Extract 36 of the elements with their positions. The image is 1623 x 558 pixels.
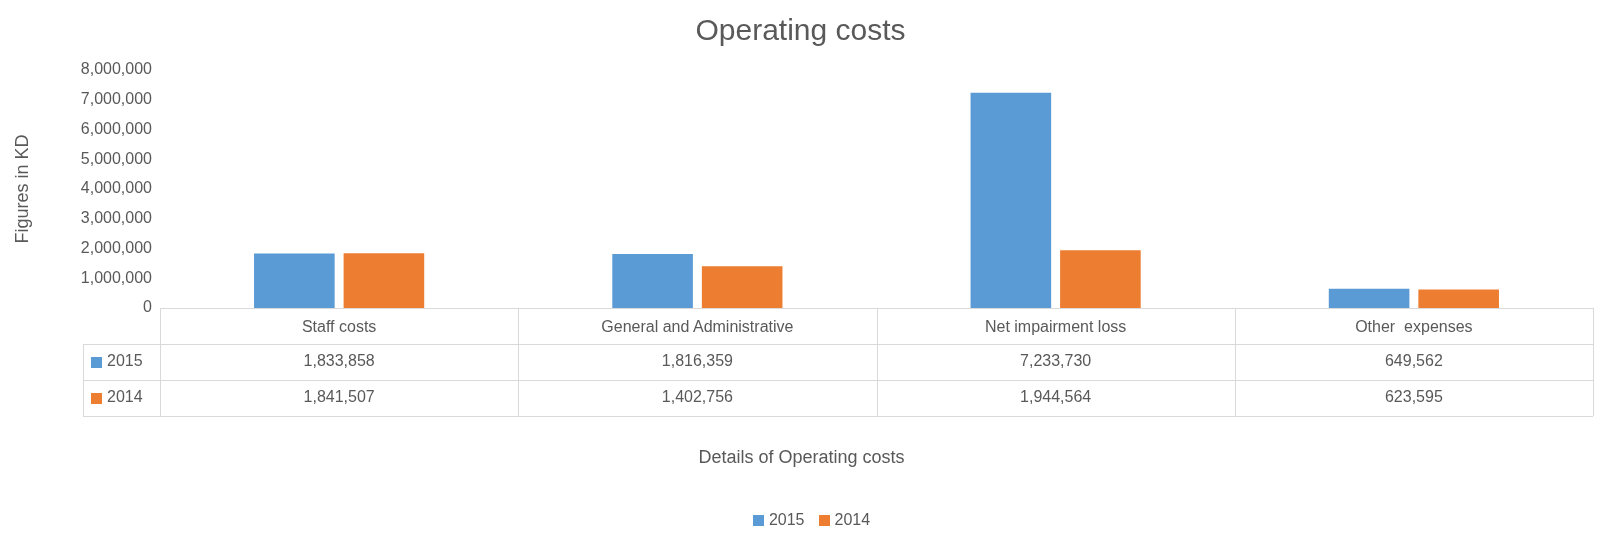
data-label: 1,944,564 bbox=[1020, 388, 1092, 406]
text: Details of Operating costs bbox=[698, 446, 905, 467]
y-tick-label: 4,000,000 bbox=[80, 179, 153, 197]
y-tick-label: 5,000,000 bbox=[80, 149, 153, 167]
y-tick-label: 3,000,000 bbox=[80, 209, 153, 227]
x-tick-label: Staff costs bbox=[301, 318, 377, 336]
data-label: 1,402,756 bbox=[661, 388, 734, 406]
text: 2014 bbox=[107, 388, 143, 406]
text: 2015 bbox=[768, 511, 805, 528]
legend-label: 2015 bbox=[107, 352, 143, 370]
x-tick-label: General and Administrative bbox=[601, 318, 794, 336]
y-tick-label: 6,000,000 bbox=[80, 119, 153, 137]
bar bbox=[1418, 289, 1499, 308]
y-axis-title: Figures in KD bbox=[11, 134, 32, 244]
x-tick-label: Other expenses bbox=[1355, 318, 1473, 336]
data-label: 1,833,858 bbox=[303, 352, 375, 370]
y-tick-label: 7,000,000 bbox=[80, 90, 153, 108]
legend-label: 2014 bbox=[834, 511, 871, 529]
chart-title: Operating costs bbox=[695, 13, 906, 47]
bar bbox=[970, 92, 1052, 308]
y-tick-label: 8,000,000 bbox=[80, 60, 153, 78]
data-label: 1,816,359 bbox=[661, 352, 734, 370]
y-tick-label: 0 bbox=[143, 298, 153, 316]
bar bbox=[612, 253, 693, 308]
bar bbox=[254, 253, 335, 308]
y-tick-label: 2,000,000 bbox=[80, 238, 153, 256]
bar bbox=[343, 253, 425, 308]
data-label: 7,233,730 bbox=[1020, 352, 1092, 370]
bar bbox=[1060, 250, 1141, 308]
bar bbox=[1328, 288, 1410, 308]
data-label: 623,595 bbox=[1384, 388, 1443, 406]
y-tick-label: 1,000,000 bbox=[80, 268, 153, 286]
data-label: 1,841,507 bbox=[303, 388, 375, 406]
data-label: 649,562 bbox=[1384, 352, 1443, 370]
bar bbox=[701, 266, 783, 308]
x-tick-label: Net impairment loss bbox=[984, 318, 1127, 336]
